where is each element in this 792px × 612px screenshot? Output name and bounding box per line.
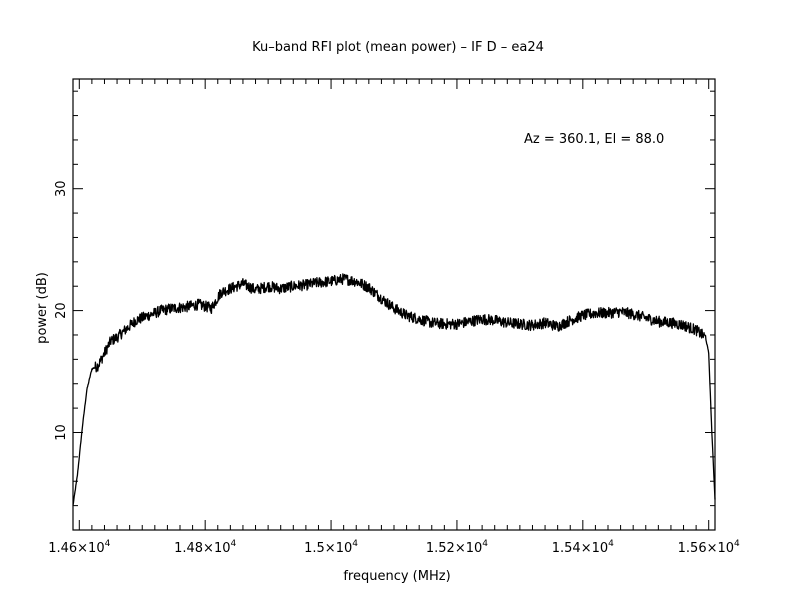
y-tick-label: 10 — [54, 424, 69, 441]
az-el-annotation: Az = 360.1, El = 88.0 — [524, 132, 664, 147]
x-axis-label: frequency (MHz) — [343, 569, 450, 584]
axis-tick-labels: 1.46×104 1.48×104 1.5×104 1.52×104 1.54×104 1… — [48, 180, 740, 556]
x-tick-label: 1.52×104 — [426, 539, 488, 556]
x-tick-label: 1.54×104 — [552, 539, 614, 556]
power-trace — [72, 273, 716, 506]
y-tick-label: 30 — [54, 180, 69, 197]
x-tick-label: 1.56×104 — [678, 539, 740, 556]
x-tick-label: 1.46×104 — [48, 539, 110, 556]
x-tick-label: 1.5×104 — [304, 539, 358, 556]
x-tick-label: 1.48×104 — [174, 539, 236, 556]
y-tick-label: 20 — [54, 302, 69, 319]
chart-title: Ku–band RFI plot (mean power) – IF D – e… — [252, 40, 544, 55]
y-axis-label: power (dB) — [35, 272, 50, 344]
